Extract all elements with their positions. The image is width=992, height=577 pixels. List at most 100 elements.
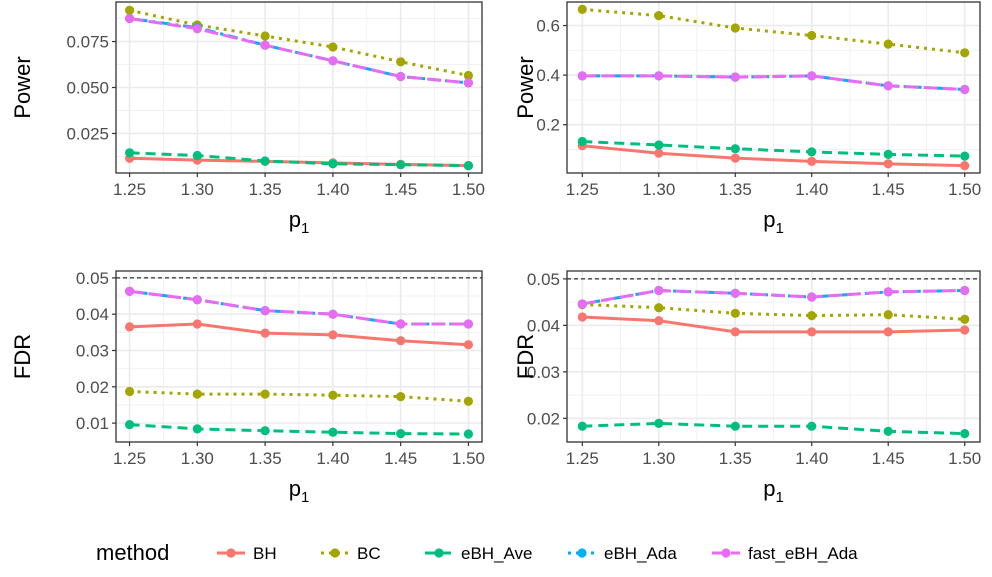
data-point-ebh-ave (260, 426, 270, 436)
x-tick-label: 1.50 (948, 449, 981, 468)
series-line-fast-ebh-ada (582, 288, 965, 306)
data-point-bc (730, 308, 740, 318)
data-point-ebh-ave (654, 418, 664, 428)
x-tick-label: 1.25 (566, 180, 599, 199)
x-tick-label: 1.30 (642, 180, 675, 199)
y-tick-label: 0.025 (66, 124, 109, 143)
panel-border (115, 270, 483, 443)
data-point-bh (807, 327, 817, 337)
data-point-fast-ebh-ada (654, 71, 664, 81)
data-point-bh (960, 325, 970, 335)
y-tick-label: 0.04 (76, 305, 109, 324)
x-tick-label: 1.50 (948, 180, 981, 199)
x-axis-title: p1 (289, 476, 310, 506)
x-axis-title: p1 (763, 207, 784, 237)
y-tick-label: 0.05 (527, 270, 560, 289)
data-point-bh (328, 330, 338, 340)
series-line-ebh-ave (129, 151, 469, 168)
x-tick-label: 1.50 (452, 180, 485, 199)
x-tick-label: 1.40 (316, 180, 349, 199)
legend-label: fast_eBH_Ada (748, 544, 858, 563)
x-tick-label: 1.45 (384, 449, 417, 468)
legend-key-point (577, 548, 587, 558)
data-point-fast-ebh-ada (125, 13, 135, 24)
data-point-bc (577, 4, 587, 15)
data-point-bc (883, 310, 893, 320)
data-point-fast-ebh-ada (463, 319, 473, 329)
legend-key-point (330, 548, 340, 558)
legend: method BH BC eBH_Ave eBH_Ada fast_eBH_Ada (96, 540, 858, 565)
x-tick-label: 1.40 (316, 449, 349, 468)
legend-label: eBH_Ave (461, 544, 533, 563)
data-point-fast-ebh-ada (654, 285, 664, 296)
legend-key-point (226, 548, 236, 558)
y-tick-label: 0.2 (536, 116, 560, 135)
series-line-ebh-ada (129, 289, 469, 326)
legend-label: BC (357, 544, 381, 563)
data-point-bh (192, 319, 202, 329)
data-point-ebh-ave (463, 429, 473, 439)
data-point-ebh-ave (883, 426, 893, 436)
data-point-ebh-ave (960, 151, 970, 161)
x-tick-label: 1.50 (452, 449, 485, 468)
data-point-bh (125, 322, 135, 332)
data-point-ebh-ave (654, 140, 664, 150)
data-point-ebh-ave (328, 159, 338, 169)
data-point-fast-ebh-ada (730, 288, 740, 298)
y-tick-label: 0.01 (76, 414, 109, 433)
y-tick-label: 0.05 (76, 269, 109, 288)
data-point-fast-ebh-ada (960, 285, 970, 296)
x-tick-label: 1.25 (113, 449, 146, 468)
series-line-fast-ebh-ada (129, 17, 469, 85)
data-point-bc (807, 311, 817, 321)
panel-border (566, 270, 981, 443)
y-tick-label: 0.02 (527, 409, 560, 428)
legend-item-fast-ebh-ada: fast_eBH_Ada (712, 544, 858, 563)
data-point-bh (730, 327, 740, 337)
x-axis-title: p1 (289, 207, 310, 237)
data-point-fast-ebh-ada (960, 84, 970, 95)
data-point-fast-ebh-ada (192, 295, 202, 305)
data-point-bc (192, 389, 202, 399)
data-point-fast-ebh-ada (396, 71, 406, 82)
y-tick-label: 0.050 (66, 79, 109, 98)
data-point-bc (396, 57, 406, 67)
data-point-ebh-ave (730, 144, 740, 154)
x-tick-label: 1.45 (872, 180, 905, 199)
chart-panel-3: 1.25 1.30 1.35 1.40 1.45 1.50 0.01 0.02 0.03 0.04… (10, 269, 485, 506)
x-tick-label: 1.30 (181, 449, 214, 468)
y-tick-label: 0.6 (536, 17, 560, 36)
series-line-bh (129, 322, 469, 347)
y-axis-title: FDR (513, 334, 538, 379)
x-axis-title: p1 (763, 476, 784, 506)
series-line-fast-ebh-ada (582, 74, 965, 91)
data-point-fast-ebh-ada (730, 72, 740, 82)
data-point-bc (328, 42, 338, 52)
data-point-bh (396, 336, 406, 346)
data-point-ebh-ave (960, 429, 970, 439)
data-point-ebh-ave (577, 421, 587, 431)
data-point-bc (260, 389, 270, 399)
data-point-bh (260, 328, 270, 338)
data-point-fast-ebh-ada (192, 24, 202, 34)
data-point-bc (260, 31, 270, 41)
data-point-bc (396, 392, 406, 402)
data-point-bc (463, 70, 473, 81)
data-point-bh (883, 327, 893, 337)
data-point-bc (883, 39, 893, 49)
data-point-bh (463, 340, 473, 350)
y-axis-title: FDR (10, 334, 35, 379)
x-tick-label: 1.40 (795, 449, 828, 468)
series-line-bh (582, 144, 965, 168)
data-point-bc (654, 303, 664, 313)
series-line-bc (582, 7, 965, 55)
data-point-bh (730, 153, 740, 163)
data-point-fast-ebh-ada (883, 81, 893, 91)
data-point-bh (577, 312, 587, 322)
data-point-ebh-ave (463, 161, 473, 171)
y-axis-title: Power (513, 56, 538, 118)
data-point-fast-ebh-ada (396, 319, 406, 329)
data-point-bc (463, 396, 473, 406)
data-point-fast-ebh-ada (807, 71, 817, 81)
